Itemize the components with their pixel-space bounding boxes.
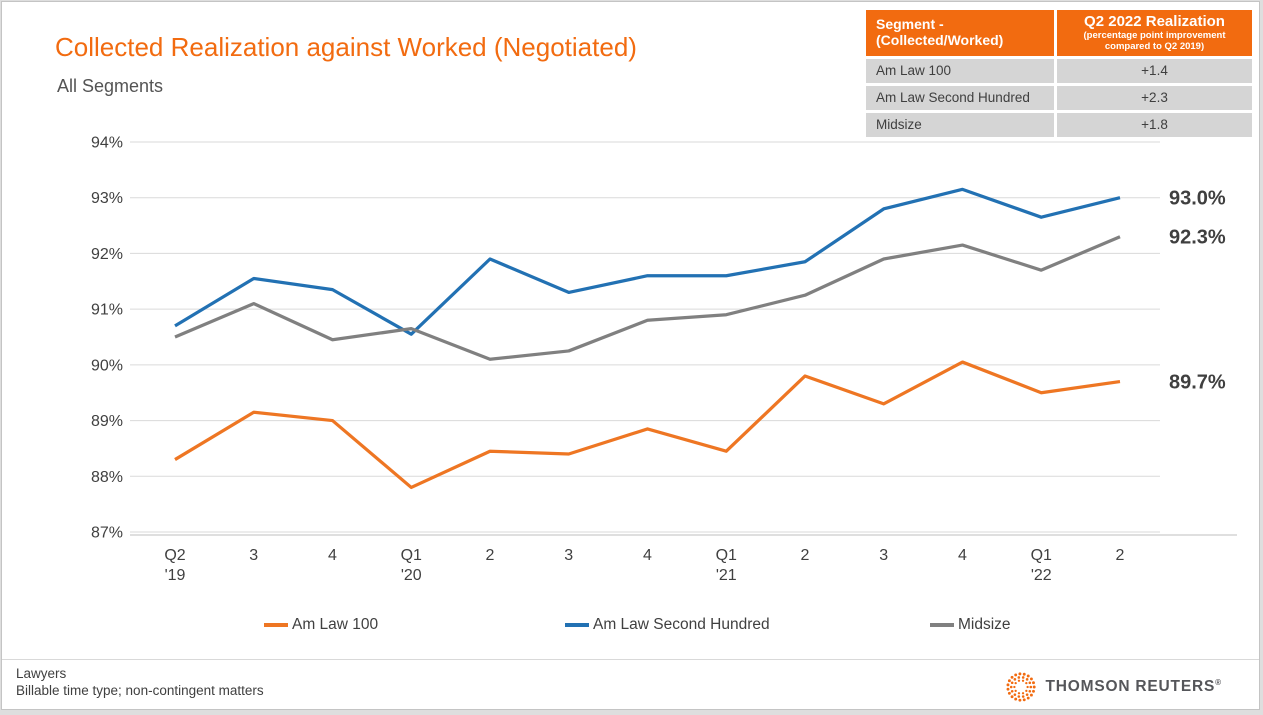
- svg-text:3: 3: [879, 547, 888, 564]
- svg-text:Q1: Q1: [401, 547, 422, 564]
- legend-item-midsize: Midsize: [930, 614, 1011, 636]
- svg-text:89.7%: 89.7%: [1169, 372, 1226, 394]
- svg-text:93%: 93%: [91, 190, 123, 207]
- footnote: Lawyers Billable time type; non-continge…: [16, 665, 264, 699]
- summary-table-header-realization-title: Q2 2022 Realization: [1084, 13, 1225, 30]
- svg-text:'19: '19: [165, 567, 186, 584]
- svg-text:3: 3: [249, 547, 258, 564]
- thomson-reuters-kinesis-icon: [1006, 672, 1036, 702]
- summary-table-segment-cell: Am Law 100: [866, 59, 1054, 83]
- svg-text:'20: '20: [401, 567, 422, 584]
- svg-text:2: 2: [801, 547, 810, 564]
- page-subtitle: All Segments: [57, 76, 164, 96]
- svg-text:Q1: Q1: [716, 547, 737, 564]
- svg-text:4: 4: [958, 547, 967, 564]
- svg-text:2: 2: [1116, 547, 1125, 564]
- summary-table-segment-cell: Midsize: [866, 113, 1054, 137]
- summary-table-header-realization: Q2 2022 Realization (percentage point im…: [1057, 10, 1252, 56]
- legend-label-am-law-100: Am Law 100: [292, 616, 379, 633]
- brand-logo: THOMSON REUTERS®: [1005, 671, 1222, 703]
- summary-table: Segment - (Collected/Worked) Q2 2022 Rea…: [866, 10, 1252, 137]
- legend-dash-am-law-100: [264, 623, 288, 627]
- svg-text:94%: 94%: [91, 135, 123, 152]
- svg-text:92%: 92%: [91, 246, 123, 263]
- line-chart: 94% 93% 92% 91% 90% 89% 88% 87% Q2 '19 3 4 Q1 '20 2 3 4 Q…: [91, 135, 1237, 584]
- svg-text:4: 4: [643, 547, 652, 564]
- svg-text:2: 2: [486, 547, 495, 564]
- svg-text:4: 4: [328, 547, 337, 564]
- registered-mark: ®: [1215, 677, 1221, 687]
- svg-text:92.3%: 92.3%: [1169, 227, 1226, 249]
- summary-table-value-cell: +1.8: [1057, 113, 1252, 137]
- legend-item-am-law-100: Am Law 100: [264, 614, 378, 636]
- series-line: [174, 187, 1121, 336]
- svg-text:90%: 90%: [91, 357, 123, 374]
- footnote-line1: Lawyers: [16, 666, 67, 681]
- svg-text:87%: 87%: [91, 525, 123, 542]
- svg-text:88%: 88%: [91, 469, 123, 486]
- footnote-line2: Billable time type; non-contingent matte…: [16, 683, 264, 698]
- summary-table-value-cell: +2.3: [1057, 86, 1252, 110]
- legend-dash-am-law-second-hundred: [565, 623, 589, 627]
- page-title: Collected Realization against Worked (Ne…: [55, 32, 637, 62]
- legend-dash-midsize: [930, 623, 954, 627]
- svg-text:Q2: Q2: [164, 547, 185, 564]
- summary-table-header-realization-subtitle: (percentage point improvement compared t…: [1083, 30, 1226, 52]
- legend-label-midsize: Midsize: [958, 616, 1011, 633]
- summary-table-value-cell: +1.4: [1057, 59, 1252, 83]
- svg-text:89%: 89%: [91, 413, 123, 430]
- svg-text:91%: 91%: [91, 302, 123, 319]
- legend-label-am-law-second-hundred: Am Law Second Hundred: [593, 616, 770, 633]
- summary-table-segment-cell: Am Law Second Hundred: [866, 86, 1054, 110]
- svg-text:'21: '21: [716, 567, 737, 584]
- svg-text:Q1: Q1: [1031, 547, 1052, 564]
- svg-text:93.0%: 93.0%: [1169, 188, 1226, 210]
- series-line: [174, 360, 1121, 490]
- series-line: [174, 235, 1121, 361]
- svg-text:'22: '22: [1031, 567, 1052, 584]
- summary-table-header-segment: Segment - (Collected/Worked): [866, 10, 1054, 56]
- footer-divider: [2, 659, 1259, 660]
- svg-text:3: 3: [564, 547, 573, 564]
- brand-wordmark: THOMSON REUTERS®: [1045, 677, 1222, 696]
- legend-item-am-law-second-hundred: Am Law Second Hundred: [565, 614, 770, 636]
